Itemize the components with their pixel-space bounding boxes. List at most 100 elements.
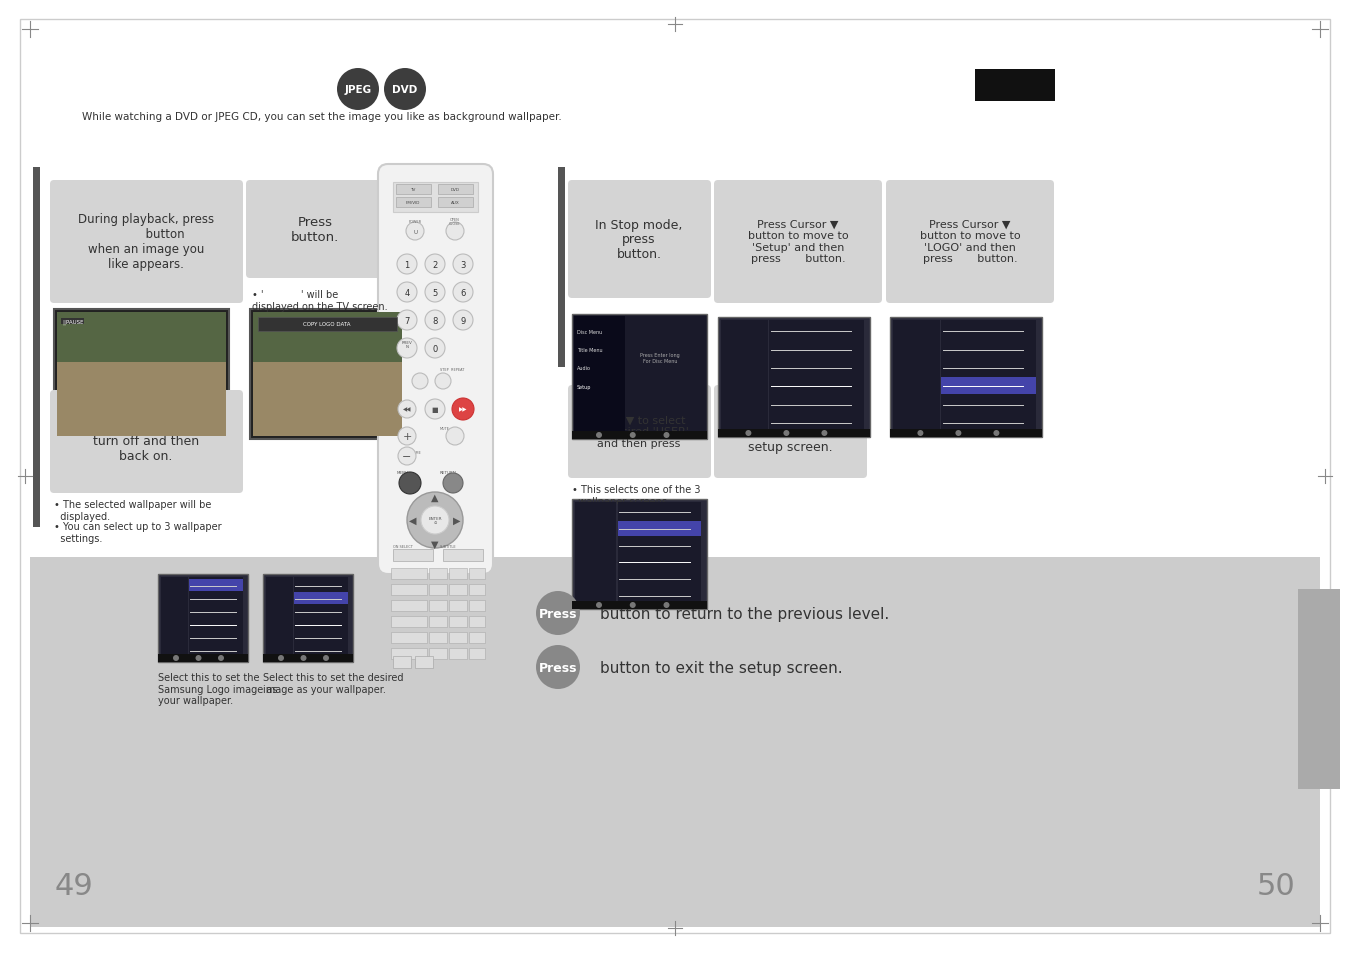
Text: ▲: ▲	[431, 493, 439, 502]
Text: STEP  REPEAT: STEP REPEAT	[440, 368, 464, 372]
Circle shape	[918, 431, 923, 436]
Bar	[443, 550, 483, 561]
Text: ENTER
⊙: ENTER ⊙	[428, 517, 441, 525]
Bar	[294, 593, 348, 604]
Text: In Stop mode,
press
button.: In Stop mode, press button.	[595, 218, 683, 261]
Bar	[572, 432, 707, 439]
FancyBboxPatch shape	[568, 181, 711, 298]
Circle shape	[745, 431, 752, 436]
Circle shape	[629, 433, 636, 438]
Bar	[392, 648, 427, 659]
Text: PREV
N: PREV N	[401, 340, 413, 349]
Text: • You can select up to 3 wallpaper
  settings.: • You can select up to 3 wallpaper setti…	[54, 521, 221, 543]
Bar	[30, 558, 1320, 927]
Text: 1: 1	[405, 260, 409, 269]
Bar	[890, 317, 1042, 437]
Bar	[57, 313, 225, 362]
Text: RETURN: RETURN	[440, 471, 456, 475]
Bar	[572, 601, 707, 609]
Circle shape	[196, 656, 201, 661]
Bar	[574, 316, 625, 437]
Text: 50: 50	[1257, 871, 1295, 900]
Bar	[250, 310, 405, 439]
Text: U: U	[413, 230, 417, 234]
Bar	[890, 430, 1042, 437]
Circle shape	[536, 592, 580, 636]
Bar	[57, 313, 225, 436]
Text: Press: Press	[539, 607, 578, 619]
Bar	[429, 648, 447, 659]
Bar	[392, 584, 427, 596]
Circle shape	[217, 656, 224, 661]
Bar	[450, 600, 467, 612]
Text: Press
button to exit the
setup screen.: Press button to exit the setup screen.	[736, 410, 845, 453]
Text: 6: 6	[460, 288, 466, 297]
Circle shape	[454, 311, 472, 331]
Text: MENU: MENU	[397, 471, 409, 475]
Bar	[975, 70, 1054, 102]
Bar	[617, 502, 702, 606]
Text: DVD: DVD	[393, 85, 417, 95]
Circle shape	[629, 602, 636, 608]
Circle shape	[446, 223, 464, 241]
Bar	[396, 185, 431, 194]
Text: • This selects one of the 3
  wallpaper screens: • This selects one of the 3 wallpaper sc…	[572, 484, 701, 506]
Text: Press ▼ to select
the desired 'USER',
and then press: Press ▼ to select the desired 'USER', an…	[586, 415, 693, 448]
Circle shape	[338, 69, 379, 111]
FancyBboxPatch shape	[886, 181, 1054, 304]
Text: VOLUME: VOLUME	[406, 451, 421, 455]
Circle shape	[425, 338, 446, 358]
Text: Press: Press	[539, 660, 578, 674]
Circle shape	[383, 69, 427, 111]
Bar	[450, 633, 467, 643]
Text: Press
button.: Press button.	[290, 215, 339, 244]
Text: button to return to the previous level.: button to return to the previous level.	[599, 606, 890, 620]
Circle shape	[278, 656, 283, 661]
Circle shape	[425, 254, 446, 274]
Text: ■: ■	[432, 407, 439, 413]
Bar	[158, 655, 248, 662]
Circle shape	[821, 431, 828, 436]
Bar	[189, 579, 243, 592]
Bar	[266, 578, 293, 659]
Text: 9: 9	[460, 316, 466, 325]
Circle shape	[595, 433, 602, 438]
Circle shape	[663, 433, 670, 438]
Text: The power will
turn off and then
back on.: The power will turn off and then back on…	[93, 420, 198, 463]
Bar	[941, 320, 1035, 435]
Bar	[572, 314, 707, 439]
Bar	[392, 600, 427, 612]
Bar	[718, 317, 869, 437]
FancyBboxPatch shape	[714, 386, 867, 478]
Circle shape	[595, 602, 602, 608]
Bar	[294, 578, 348, 659]
FancyBboxPatch shape	[50, 391, 243, 494]
Bar	[468, 600, 485, 612]
Text: +: +	[402, 432, 412, 441]
Bar	[263, 575, 352, 662]
Circle shape	[994, 431, 999, 436]
Text: FM/VID: FM/VID	[406, 201, 420, 205]
Circle shape	[425, 399, 446, 419]
Circle shape	[452, 398, 474, 420]
Text: Disc Menu: Disc Menu	[576, 330, 602, 335]
Text: • '            ' will be
displayed on the TV screen.: • ' ' will be displayed on the TV screen…	[252, 290, 387, 312]
Circle shape	[454, 254, 472, 274]
Text: 2: 2	[432, 260, 437, 269]
Bar	[450, 584, 467, 596]
Bar	[32, 168, 40, 527]
Bar	[252, 313, 402, 362]
Bar	[468, 633, 485, 643]
Text: −: −	[402, 452, 412, 461]
Circle shape	[412, 374, 428, 390]
Text: ON SELECT: ON SELECT	[393, 544, 413, 548]
Bar	[892, 320, 940, 435]
Circle shape	[425, 283, 446, 303]
Text: 4: 4	[405, 288, 409, 297]
Circle shape	[446, 428, 464, 446]
Bar	[161, 578, 188, 659]
Circle shape	[397, 338, 417, 358]
Text: Audio: Audio	[576, 366, 591, 371]
Bar	[429, 617, 447, 627]
Text: 0: 0	[432, 344, 437, 354]
